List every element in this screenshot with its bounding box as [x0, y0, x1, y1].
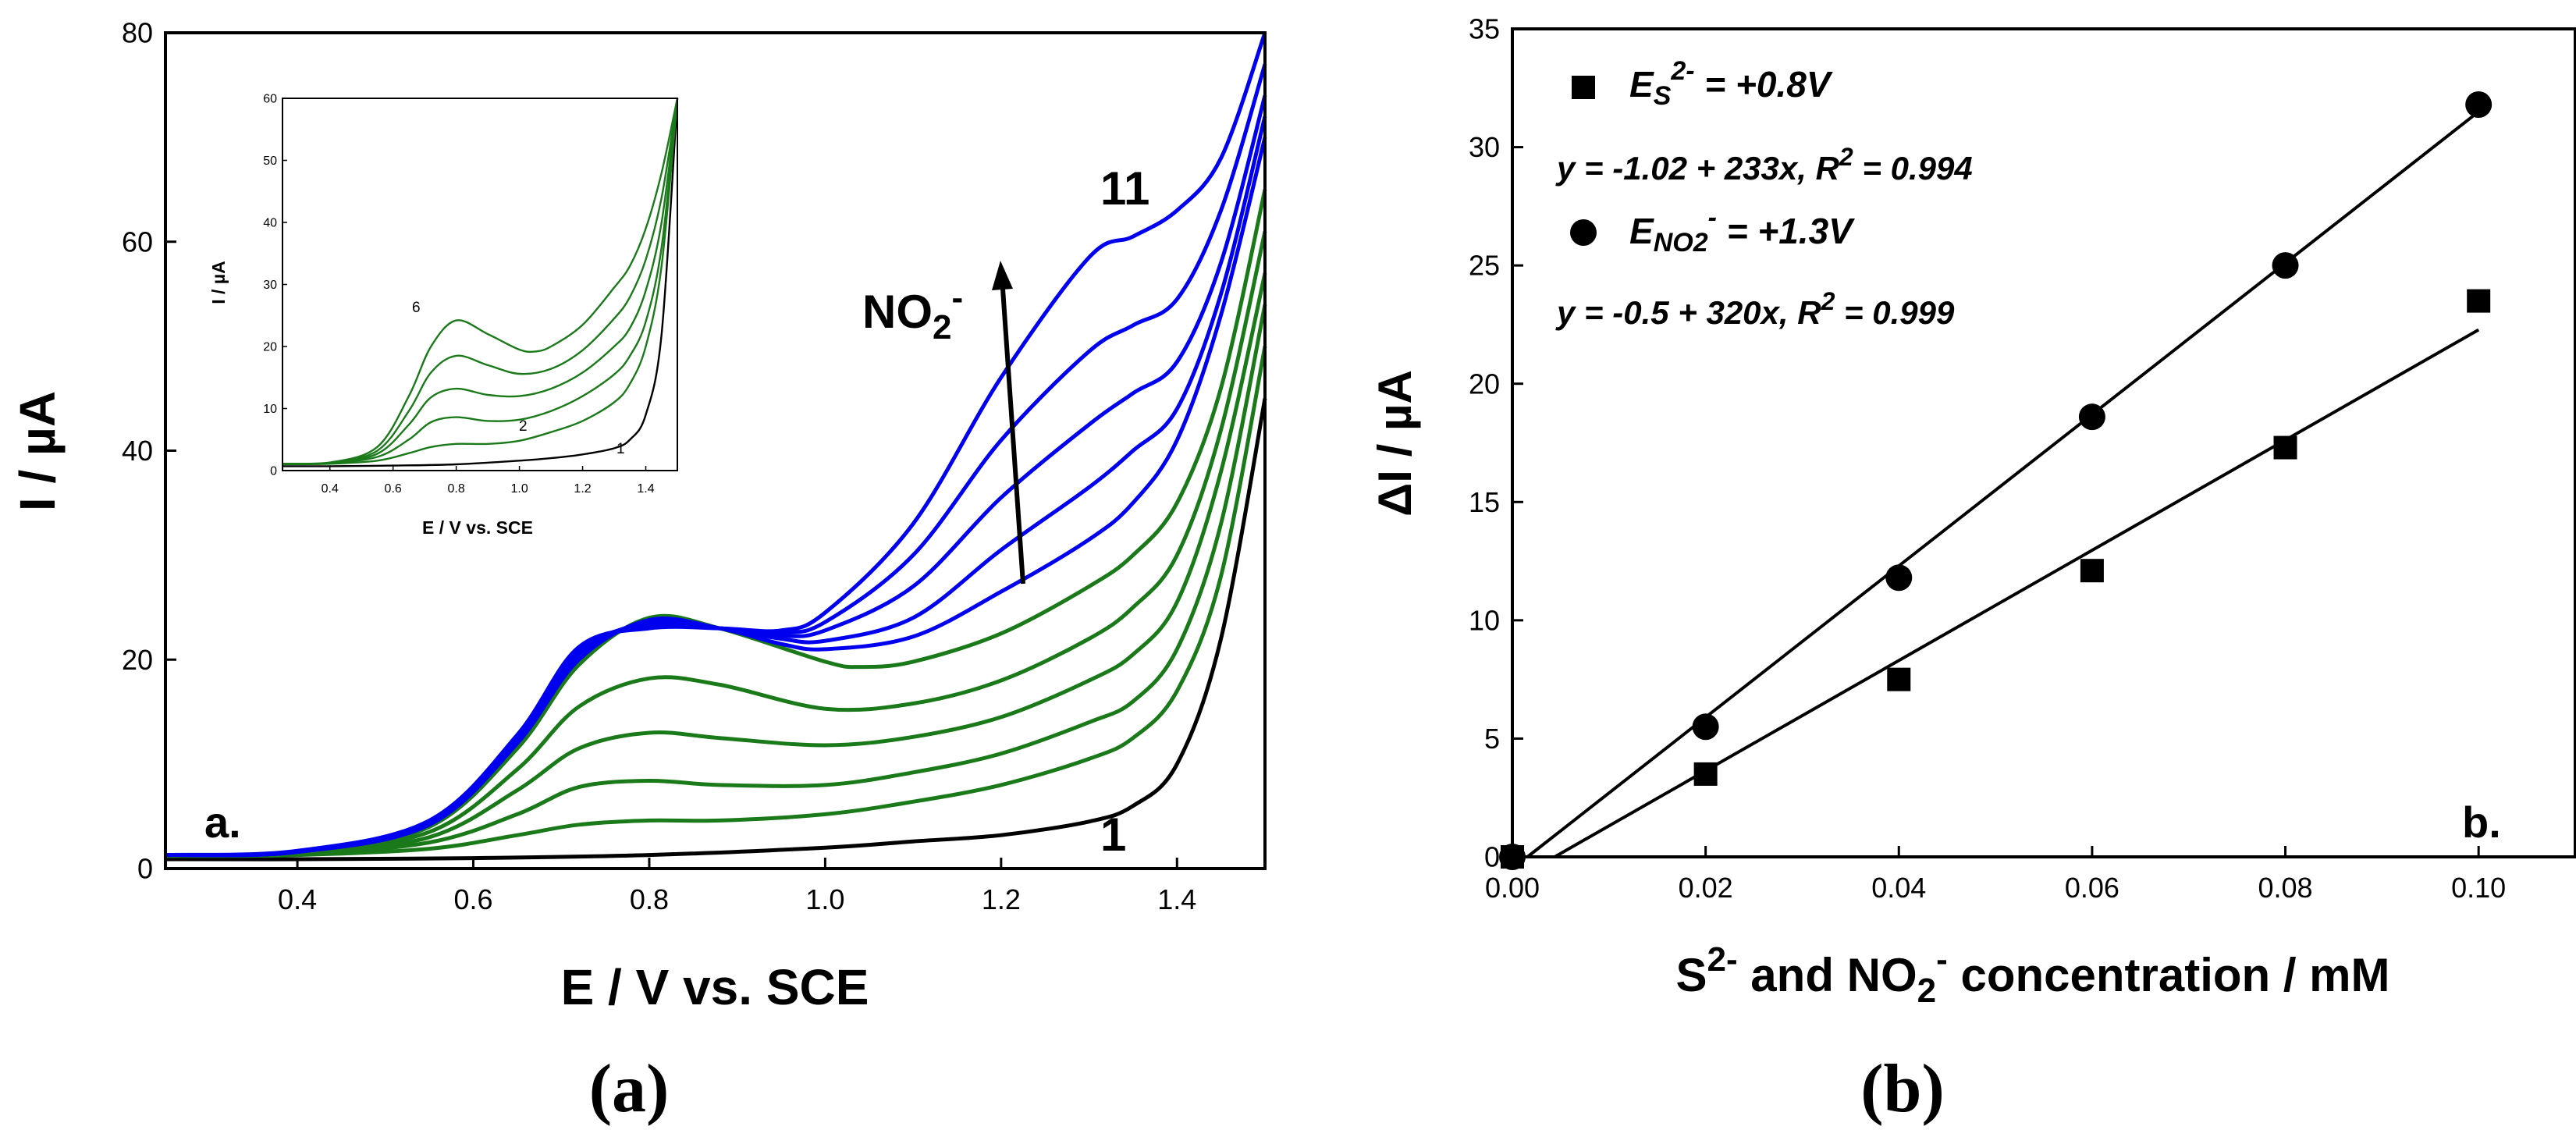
- inset-curve-2: [282, 98, 679, 466]
- panel-b-y-tick-label: 30: [1469, 131, 1500, 163]
- fit-line-S2-: [1554, 328, 2480, 858]
- panel-b-x-tick-label: 0.10: [2451, 872, 2506, 904]
- panel-a-x-tick-label: 1.0: [805, 883, 844, 915]
- inset-curve-1: [282, 98, 679, 467]
- inset-y-axis-label: I / µA: [208, 261, 229, 304]
- inset-x-tick-label: 0.8: [448, 482, 465, 496]
- panel-a-x-tick-label: 1.4: [1157, 883, 1196, 915]
- inset-x-tick-label: 1.4: [637, 482, 654, 496]
- inset-curve-label-6: 6: [412, 300, 421, 316]
- panel-b-x-tick-label: 0.08: [2258, 872, 2313, 904]
- inset-y-tick-label: 30: [263, 279, 277, 292]
- panel-a-corner-label: a.: [204, 798, 241, 847]
- curve-4: [165, 272, 1267, 858]
- panel-a-x-axis-label: E / V vs. SCE: [561, 959, 869, 1015]
- panel-b-legend: ES2- = +0.8V y = -1.02 + 233x, R2 = 0.99…: [1555, 56, 1973, 331]
- inset-ticks: 0.4 0.6 0.8 1.0 1.2 1.4 0 10 20 30 40 50 60: [263, 93, 655, 496]
- panel-b-y-tick-label: 5: [1484, 723, 1500, 755]
- panel-b-y-tick-label: 10: [1469, 604, 1500, 636]
- point-S2-: [2467, 289, 2491, 313]
- inset-x-tick-label: 0.6: [385, 482, 402, 496]
- point-NO2-: [2465, 91, 2493, 119]
- panel-a-x-tick-label: 1.2: [982, 883, 1021, 915]
- fit-equation-nitrite: y = -0.5 + 320x, R2 = 0.999: [1555, 287, 1955, 331]
- panel-a-y-tick-label: 0: [137, 853, 153, 885]
- point-NO2-: [1885, 564, 1913, 592]
- curve-5: [165, 230, 1267, 858]
- inset-background: [281, 98, 679, 471]
- inset-curve-6: [282, 98, 679, 465]
- curve-3: [165, 304, 1267, 858]
- panel-a-y-tick-label: 80: [122, 17, 153, 49]
- panel-b-y-tick-label: 20: [1469, 368, 1500, 400]
- panel-b-points: [1499, 91, 2493, 870]
- legend-entry-nitrite: ENO2- = +1.3V: [1629, 203, 1855, 258]
- inset-curve-4: [282, 98, 679, 465]
- legend-square-icon: [1572, 76, 1595, 99]
- inset-curve-label-2: 2: [519, 418, 528, 435]
- inset-curves: [282, 98, 679, 467]
- curve-11: [165, 32, 1267, 858]
- panel-b-fit-lines: [1526, 110, 2480, 858]
- curve-label-1: 1: [1100, 808, 1126, 861]
- panel-b-ticks: 0.00 0.02 0.04 0.06 0.08 0.10 0 5 10 15 20 25 30 35: [1469, 13, 2506, 904]
- point-S2-: [1887, 667, 1911, 691]
- legend-circle-icon: [1570, 219, 1597, 246]
- panel-b-x-tick-label: 0.02: [1679, 872, 1733, 904]
- point-NO2-: [2272, 252, 2299, 279]
- panel-b-frame: [1511, 27, 2576, 858]
- panel-b: 0.00 0.02 0.04 0.06 0.08 0.10 0 5 10 15 20 25 30 35 Δ…: [1369, 13, 2576, 1010]
- inset-x-axis-label: E / V vs. SCE: [422, 517, 533, 538]
- caption-a: (a): [589, 1051, 670, 1127]
- point-NO2-: [1692, 713, 1719, 741]
- panel-a-x-tick-label: 0.4: [278, 883, 317, 915]
- panel-b-y-axis-label: ΔI / µA: [1369, 370, 1421, 517]
- panel-b-x-tick-label: 0.04: [1871, 872, 1926, 904]
- curve-2: [165, 346, 1267, 858]
- panel-a-y-axis-label: I / µA: [9, 391, 66, 511]
- panel-b-x-tick-label: 0.00: [1485, 872, 1540, 904]
- panel-b-y-tick-label: 25: [1469, 250, 1500, 282]
- point-S2-: [2080, 559, 2104, 583]
- curve-label-11: 11: [1100, 162, 1149, 215]
- inset-x-tick-label: 1.2: [574, 482, 591, 496]
- panel-a-inset: 0.4 0.6 0.8 1.0 1.2 1.4 0 10 20 30 40 50 60 E / V vs…: [208, 93, 679, 538]
- fit-equation-sulfide: y = -1.02 + 233x, R2 = 0.994: [1555, 143, 1973, 187]
- point-NO2-: [2078, 403, 2105, 431]
- inset-x-tick-label: 0.4: [322, 482, 339, 496]
- caption-b: (b): [1860, 1051, 1945, 1127]
- inset-y-tick-label: 50: [263, 155, 277, 168]
- panel-a-y-tick-label: 20: [122, 644, 153, 676]
- inset-curve-label-1: 1: [616, 441, 625, 457]
- legend-entry-sulfide: ES2- = +0.8V: [1629, 56, 1833, 111]
- point-S2-: [1693, 762, 1718, 786]
- nitrite-arrow-label: NO2-: [862, 279, 963, 346]
- panel-b-x-tick-label: 0.06: [2065, 872, 2119, 904]
- inset-y-tick-label: 10: [263, 403, 277, 416]
- panel-a-x-tick-label: 0.6: [453, 883, 492, 915]
- inset-curve-5: [282, 98, 679, 465]
- inset-y-tick-label: 60: [263, 93, 277, 106]
- inset-y-tick-label: 0: [270, 465, 277, 478]
- panel-b-y-tick-label: 0: [1484, 841, 1500, 873]
- panel-b-x-axis-label: S2- and NO2- concentration / mM: [1675, 940, 2389, 1010]
- panel-a-x-tick-label: 0.8: [630, 883, 669, 915]
- curve-1: [165, 398, 1267, 862]
- fit-line-NO2-: [1526, 110, 2480, 858]
- panel-a-y-tick-label: 60: [122, 226, 153, 258]
- panel-b-y-tick-label: 35: [1469, 13, 1500, 45]
- panel-b-corner-label: b.: [2462, 798, 2501, 847]
- inset-curve-3: [282, 98, 679, 465]
- panel-b-y-tick-label: 15: [1469, 486, 1500, 518]
- point-S2-: [2273, 435, 2297, 460]
- panel-a-y-tick-label: 40: [122, 435, 153, 467]
- inset-y-tick-label: 40: [263, 217, 277, 230]
- inset-y-tick-label: 20: [263, 341, 277, 354]
- panel-a-curves: [165, 32, 1267, 862]
- inset-x-tick-label: 1.0: [510, 482, 528, 496]
- nitrite-arrow: [992, 261, 1025, 585]
